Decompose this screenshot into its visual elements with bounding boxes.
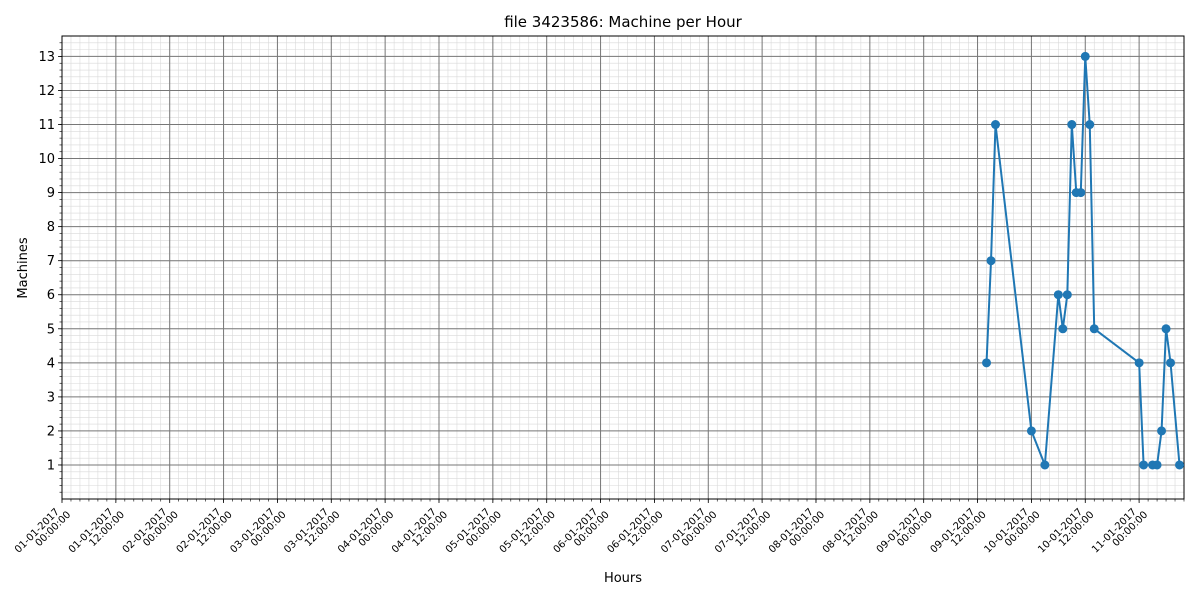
data-point <box>1080 51 1090 61</box>
data-point <box>1161 324 1171 334</box>
data-point <box>1076 188 1086 198</box>
data-point <box>1175 460 1185 470</box>
data-point <box>1058 324 1068 334</box>
data-point <box>1157 426 1167 436</box>
data-point <box>982 358 992 368</box>
y-tick-label: 12 <box>38 84 55 99</box>
y-tick-label: 6 <box>47 288 55 303</box>
y-tick-label: 2 <box>47 424 55 439</box>
y-tick-label: 5 <box>47 322 55 337</box>
y-tick-label: 7 <box>47 254 55 269</box>
y-tick-label: 8 <box>47 220 55 235</box>
data-point <box>1085 120 1095 130</box>
data-point <box>991 120 1001 130</box>
y-tick-label: 13 <box>38 50 55 65</box>
data-point <box>1134 358 1144 368</box>
data-point <box>1053 290 1063 300</box>
data-point <box>1067 120 1077 130</box>
grid <box>61 36 1185 499</box>
x-axis-label: Hours <box>604 571 642 586</box>
data-point <box>1166 358 1176 368</box>
y-axis-label: Machines <box>16 237 31 298</box>
data-point <box>1040 460 1050 470</box>
y-tick-label: 9 <box>47 186 55 201</box>
series-layer <box>982 51 1185 470</box>
data-point <box>1152 460 1162 470</box>
chart-title: file 3423586: Machine per Hour <box>504 13 742 31</box>
y-tick-label: 11 <box>38 118 55 133</box>
series-line <box>985 55 1181 466</box>
data-point <box>1089 324 1099 334</box>
data-point <box>1026 426 1036 436</box>
y-tick-label: 1 <box>47 458 55 473</box>
data-point <box>1062 290 1072 300</box>
data-point <box>1139 460 1149 470</box>
data-point <box>986 256 996 266</box>
y-tick-label: 3 <box>47 390 55 405</box>
y-tick-label: 10 <box>38 152 55 167</box>
y-tick-label: 4 <box>47 356 55 371</box>
